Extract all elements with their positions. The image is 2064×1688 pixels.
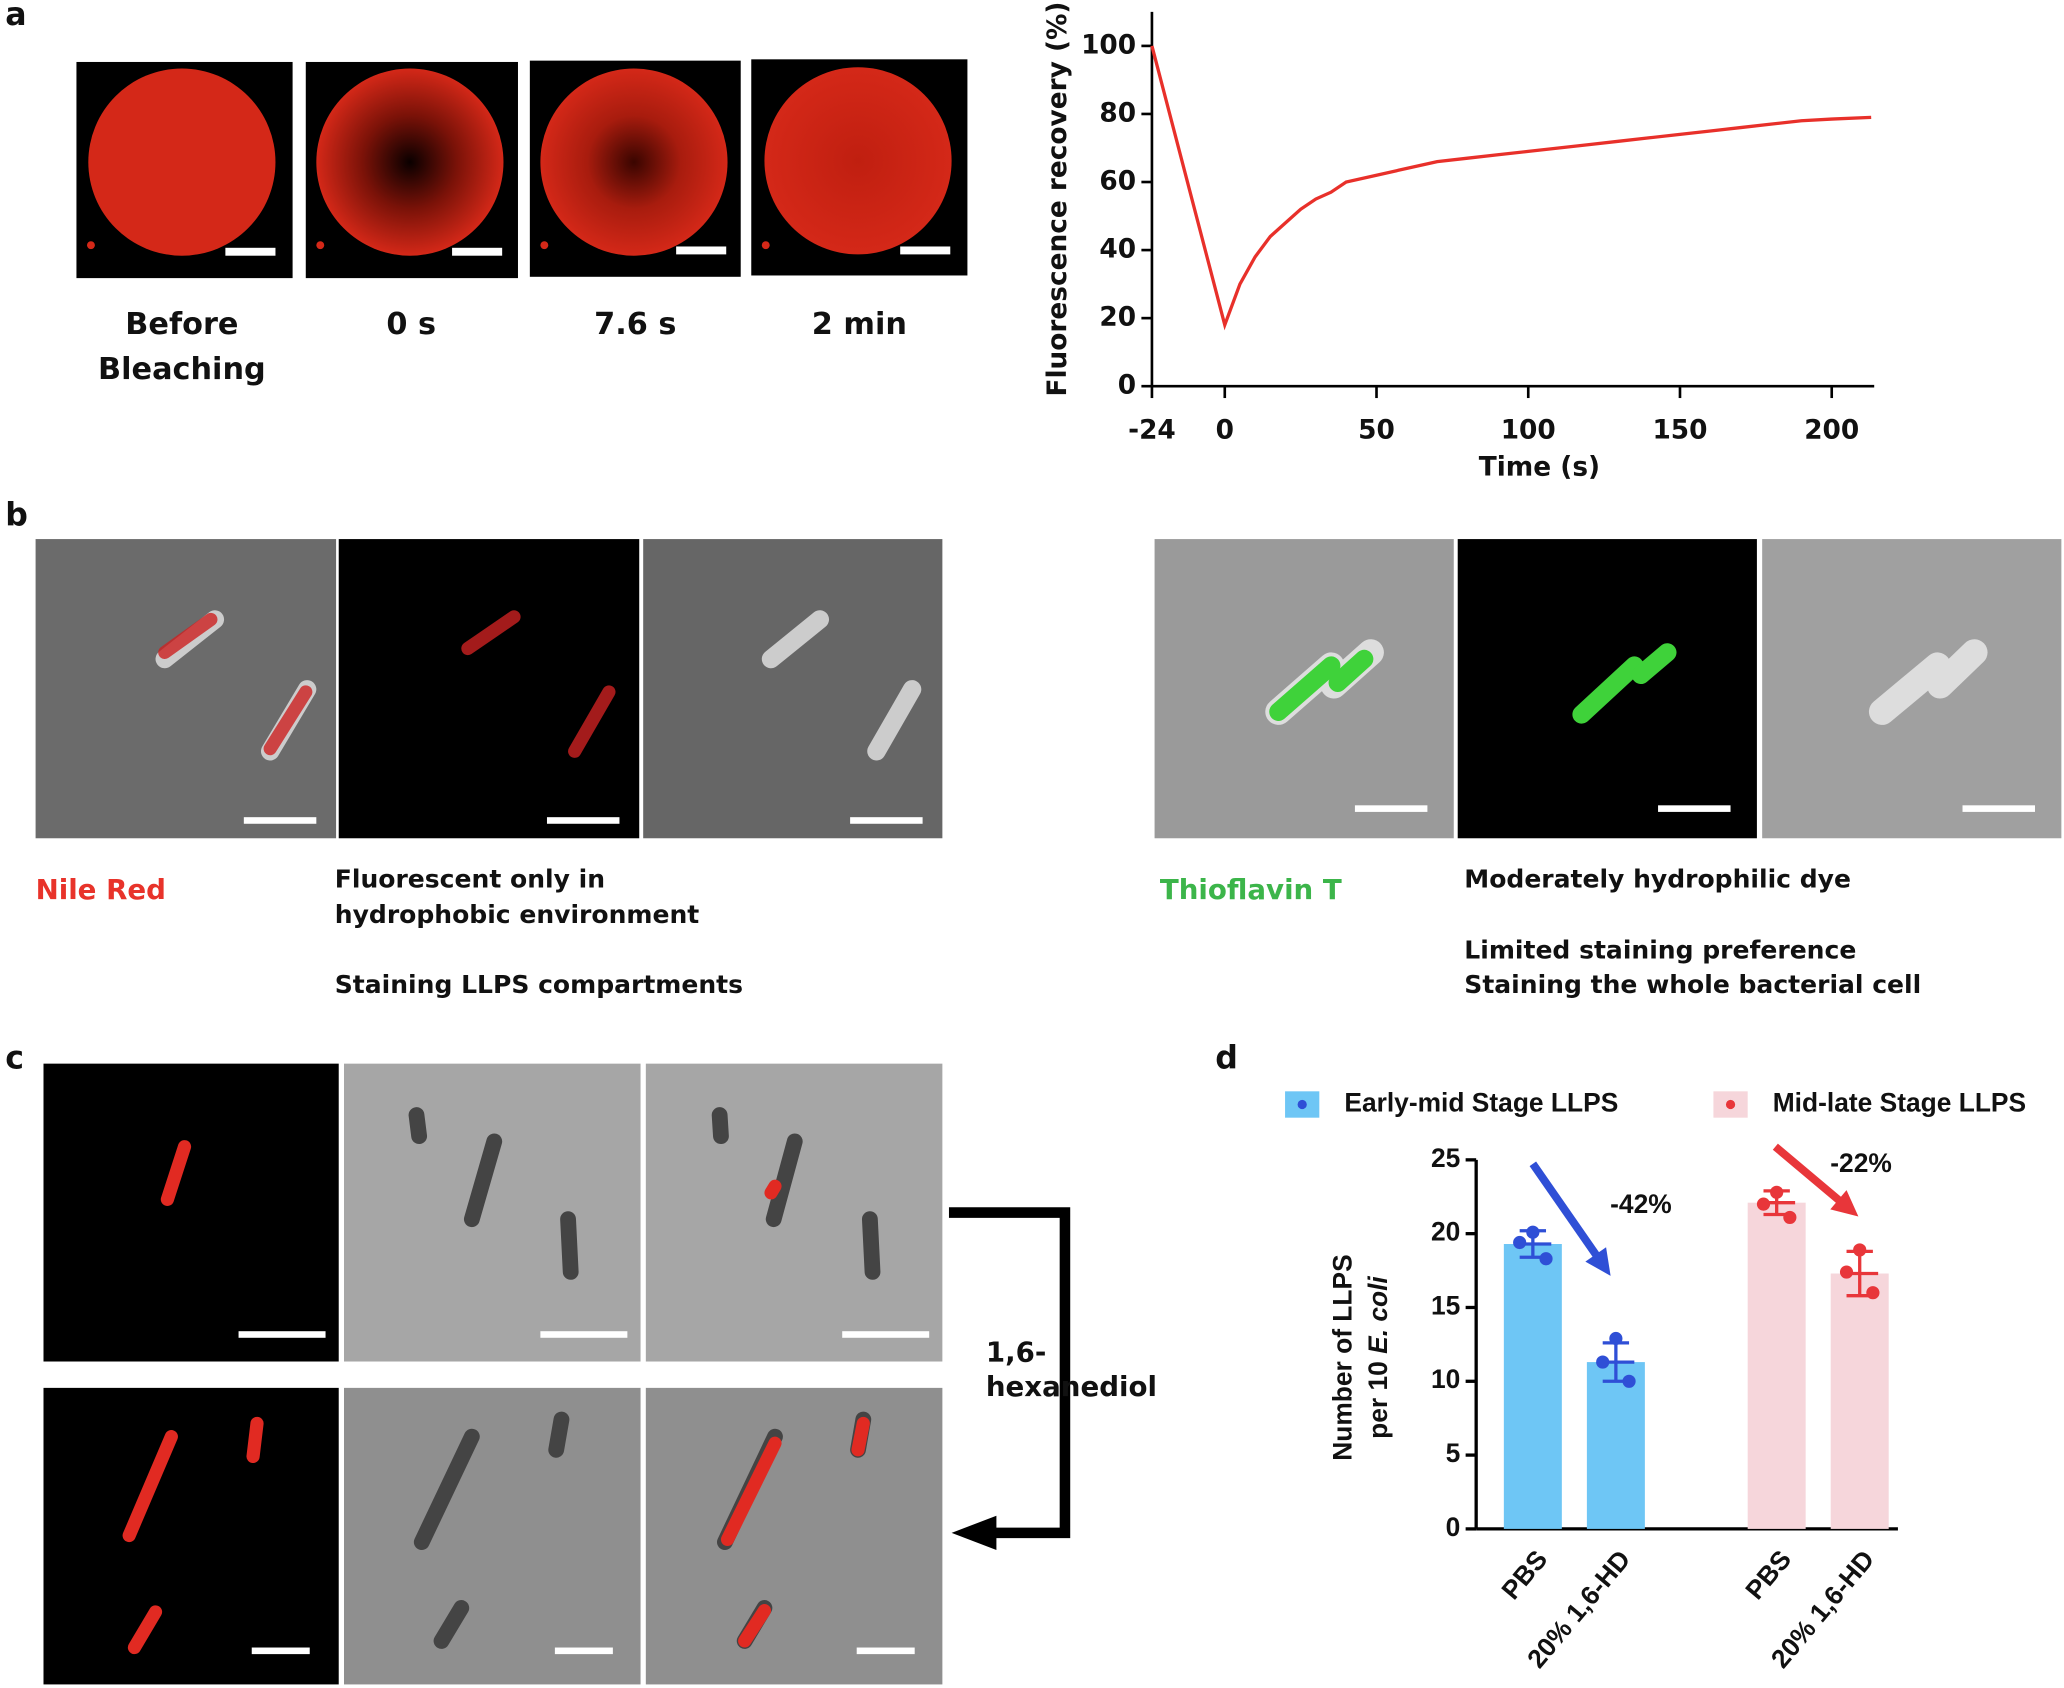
note: Fluorescent only in [335, 864, 605, 893]
x-tick-label: 150 [1652, 416, 1707, 446]
bar [1747, 1202, 1806, 1529]
treatment: 1,6- [986, 1336, 1046, 1369]
x-tick-label: 50 [1358, 416, 1395, 446]
legend-dot [1297, 1099, 1307, 1110]
panel-labels: a b c d [5, 0, 1238, 1077]
y-tick-label: 5 [1446, 1438, 1461, 1468]
bar [1503, 1244, 1562, 1529]
panel-a-images [76, 59, 968, 279]
legend-label: Mid-late Stage LLPS [1773, 1087, 2026, 1117]
data-point [1783, 1210, 1797, 1225]
x-tick-label: PBS [1495, 1544, 1553, 1605]
data-point [1526, 1225, 1540, 1239]
bar [1830, 1273, 1889, 1529]
note: hydrophobic environment [335, 900, 700, 929]
legend-label: Early-mid Stage LLPS [1344, 1087, 1618, 1117]
note: Moderately hydrophilic dye [1464, 864, 1851, 893]
data-point [1770, 1185, 1784, 1199]
treatment: hexanediol [986, 1370, 1157, 1403]
y-tick-label: 40 [1099, 235, 1136, 265]
panel-b-images [35, 539, 2062, 839]
image-caption: 0 s [386, 307, 436, 342]
data-point [1539, 1252, 1553, 1266]
arrow-head [951, 1515, 997, 1550]
x-tick-label: 100 [1501, 416, 1556, 446]
data-point [1756, 1197, 1771, 1211]
x-tick-label: 0 [1216, 416, 1234, 446]
trend-arrow [1772, 1143, 1844, 1205]
x-tick-label: PBS [1739, 1544, 1797, 1605]
data-point [1513, 1235, 1527, 1250]
panel-b-text: Nile Red Fluorescent only in hydrophobic… [36, 864, 1922, 1402]
bracket [948, 1207, 1071, 1539]
recovery-line [1150, 45, 1872, 331]
y-tick-label: 80 [1099, 98, 1136, 128]
trend-arrow [1529, 1161, 1601, 1260]
y-label-line: per 10 [1363, 1361, 1393, 1439]
annotation: -42% [1610, 1189, 1672, 1219]
y-tick-label: 20 [1099, 303, 1136, 333]
panel-label: b [5, 498, 28, 534]
annotation: -22% [1830, 1148, 1892, 1178]
legend-dot [1725, 1099, 1736, 1110]
data-point [1853, 1243, 1867, 1257]
panel-label: a [5, 0, 26, 33]
panel-label: c [5, 1041, 24, 1077]
note: Staining LLPS compartments [335, 970, 743, 999]
data-point [1596, 1355, 1610, 1369]
y-tick-label: 25 [1431, 1143, 1460, 1173]
note: Staining the whole bacterial cell [1464, 970, 1921, 999]
dye-name: Thioflavin T [1160, 873, 1342, 906]
y-tick-label: 10 [1431, 1364, 1460, 1394]
note: Limited staining preference [1464, 936, 1856, 965]
image-caption: Before [125, 307, 238, 342]
image-caption: 7.6 s [594, 307, 676, 342]
image-caption: 2 min [812, 307, 907, 342]
panel-c-images [43, 1063, 1071, 1685]
y-axis-label: Number of LLPS per 10 E. coli [1327, 1254, 1393, 1461]
x-tick-label: -24 [1128, 416, 1176, 446]
y-tick-label: 15 [1431, 1290, 1460, 1320]
x-tick-label: 200 [1804, 416, 1859, 446]
data-point [1622, 1374, 1636, 1388]
data-point [1839, 1265, 1854, 1279]
y-tick-label: 0 [1118, 371, 1136, 401]
dye-name: Nile Red [36, 873, 166, 906]
data-point [1609, 1331, 1623, 1346]
y-tick-label: 20 [1431, 1217, 1460, 1247]
y-axis-label: Fluorescence recovery (%) [1043, 2, 1073, 397]
y-tick-label: 100 [1081, 30, 1136, 60]
y-tick-label: 60 [1099, 167, 1136, 197]
panel-label: d [1215, 1041, 1238, 1077]
y-tick-label: 0 [1446, 1512, 1461, 1542]
arrow-head [1585, 1247, 1611, 1276]
data-point [1866, 1286, 1880, 1300]
y-label-italic: E. coli [1363, 1276, 1393, 1354]
bar [1586, 1362, 1645, 1529]
y-label-line: Number of LLPS [1327, 1254, 1357, 1461]
arrow-head [1830, 1190, 1859, 1217]
image-caption: Bleaching [98, 352, 266, 387]
x-axis-label: Time (s) [1479, 452, 1600, 482]
